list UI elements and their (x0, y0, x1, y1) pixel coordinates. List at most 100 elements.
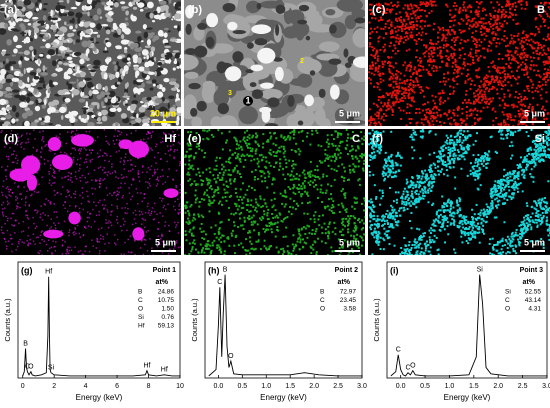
dot (45, 198, 47, 200)
dot (34, 138, 36, 140)
dot (149, 214, 151, 216)
dot (542, 49, 545, 52)
dot (500, 14, 503, 17)
dot (371, 63, 374, 66)
dot (398, 82, 401, 85)
grain (56, 53, 63, 56)
dot (216, 186, 219, 189)
dot (414, 84, 417, 87)
dot (540, 46, 543, 49)
dot (288, 138, 291, 141)
dot (80, 141, 83, 144)
dot (469, 108, 472, 111)
dot (66, 189, 69, 192)
dot (227, 158, 230, 161)
dot (501, 25, 504, 28)
dot (2, 180, 5, 182)
dot (509, 116, 512, 119)
dot (540, 97, 543, 100)
dot (175, 186, 177, 189)
grain (138, 52, 141, 57)
grain (93, 36, 96, 44)
grain (4, 93, 9, 98)
dot (174, 200, 176, 203)
texture (184, 129, 365, 255)
dot (316, 254, 319, 255)
dot (121, 207, 123, 209)
dot (265, 205, 268, 208)
dot (51, 252, 53, 254)
dot (327, 235, 330, 238)
grain (67, 82, 73, 90)
dot (254, 176, 257, 179)
dot (391, 31, 394, 34)
dot (233, 224, 236, 227)
blob (26, 174, 38, 191)
dot (484, 152, 487, 155)
dot (219, 221, 222, 224)
dot (51, 253, 53, 255)
dot (242, 227, 245, 230)
dot (446, 136, 449, 139)
dot (194, 189, 197, 192)
dot (405, 27, 408, 30)
dot (462, 63, 465, 66)
dot (504, 84, 507, 87)
dot (208, 186, 211, 189)
dot (236, 156, 239, 159)
dot (358, 221, 361, 224)
dot (453, 15, 456, 18)
dot (407, 97, 410, 100)
dot (427, 72, 430, 75)
dot (142, 253, 145, 255)
dot (308, 201, 311, 204)
dot (289, 197, 292, 200)
dot (246, 204, 249, 207)
grain (169, 38, 178, 42)
dot (157, 235, 160, 237)
grain (23, 83, 29, 87)
dot (106, 209, 109, 211)
dot (27, 243, 29, 246)
dot (116, 207, 119, 210)
dot (439, 120, 442, 123)
dot (369, 82, 372, 85)
dot (410, 31, 413, 34)
dot (417, 68, 420, 71)
dot (360, 156, 363, 159)
dot (492, 119, 495, 122)
dot (512, 103, 515, 106)
dot (477, 97, 480, 100)
dot (394, 47, 397, 50)
grain (35, 7, 40, 12)
dot (538, 8, 541, 11)
dot (516, 47, 519, 50)
grain (143, 67, 150, 72)
dot (179, 191, 181, 194)
dot (332, 144, 335, 147)
dot (123, 161, 126, 163)
dot (214, 189, 217, 192)
dot (103, 171, 106, 174)
grain (5, 58, 9, 63)
dot (17, 206, 19, 208)
dot (151, 149, 153, 151)
dot (284, 158, 287, 161)
dot (301, 187, 304, 190)
dot (453, 32, 456, 35)
dot (175, 169, 178, 172)
dot (394, 19, 397, 22)
dot (300, 195, 303, 198)
dot (390, 215, 393, 218)
blob (43, 229, 64, 239)
dot (145, 145, 148, 148)
dot (0, 229, 3, 231)
dot (192, 234, 195, 237)
dot (188, 155, 191, 158)
dot (391, 108, 394, 111)
dot (489, 18, 492, 21)
dot (132, 168, 134, 170)
dot (440, 57, 443, 60)
dot (424, 187, 427, 190)
grain (0, 112, 8, 116)
